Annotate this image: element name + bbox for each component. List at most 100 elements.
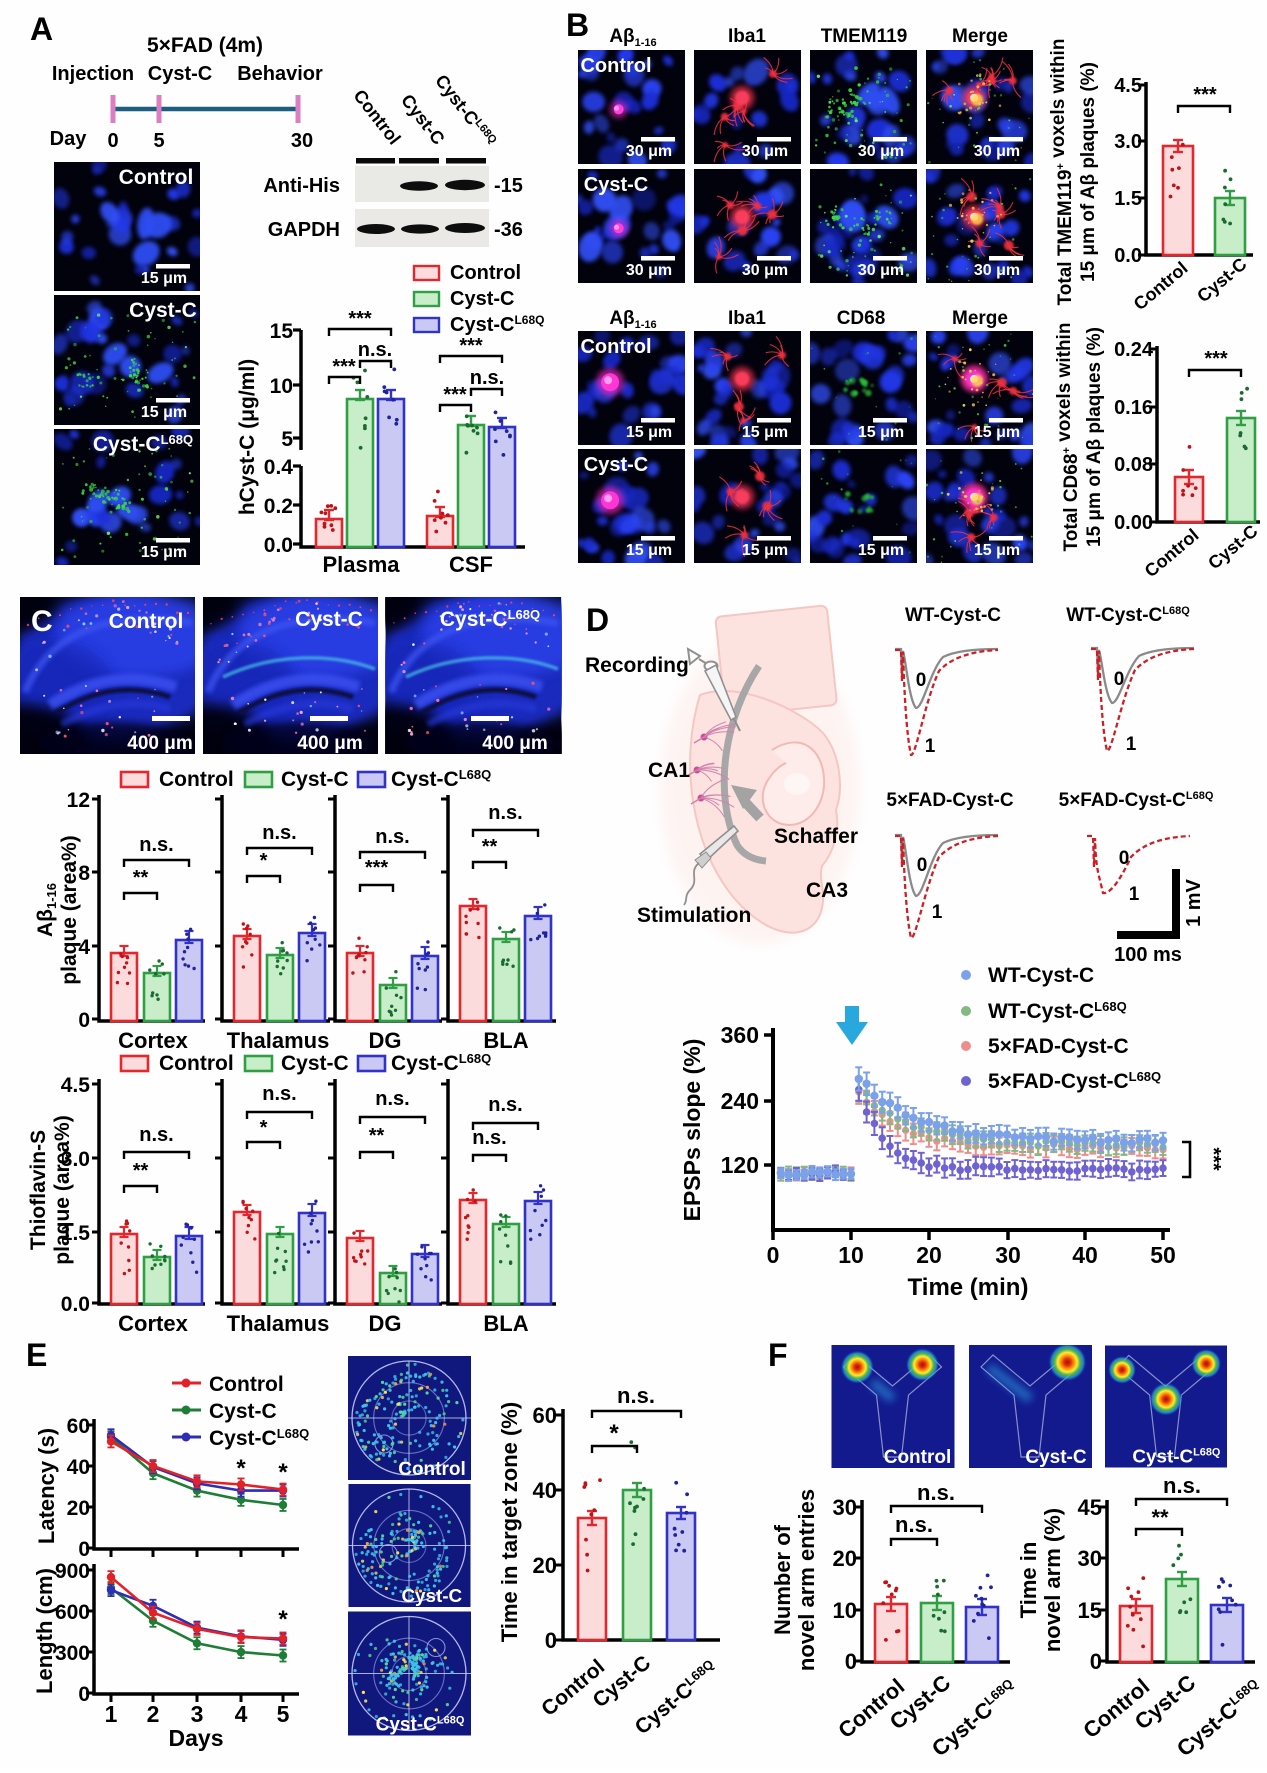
svg-text:5×FAD-Cyst-CL68Q: 5×FAD-Cyst-CL68Q — [1059, 790, 1214, 811]
svg-text:15 μm: 15 μm — [858, 424, 904, 441]
svg-text:Injection: Injection — [52, 63, 134, 85]
svg-text:n.s.: n.s. — [139, 834, 173, 856]
svg-text:WT-Cyst-CL68Q: WT-Cyst-CL68Q — [1066, 605, 1190, 626]
svg-text:0: 0 — [1090, 1649, 1102, 1674]
svg-text:0: 0 — [1114, 669, 1125, 690]
svg-text:15 μm: 15 μm — [742, 542, 788, 559]
svg-text:n.s.: n.s. — [917, 1480, 955, 1505]
svg-text:900: 900 — [55, 1560, 90, 1583]
svg-text:Plasma: Plasma — [322, 552, 400, 577]
svg-text:n.s.: n.s. — [262, 822, 296, 844]
svg-text:Cyst-CL68Q: Cyst-CL68Q — [391, 767, 491, 791]
svg-text:Anti-His: Anti-His — [263, 175, 340, 197]
svg-text:***: *** — [459, 335, 483, 357]
svg-text:***: *** — [365, 857, 389, 879]
svg-text:Iba1: Iba1 — [728, 308, 766, 329]
svg-text:15 μm: 15 μm — [858, 542, 904, 559]
svg-text:Cyst-C: Cyst-C — [148, 63, 212, 85]
svg-text:Cyst-C: Cyst-C — [1025, 1447, 1087, 1468]
svg-text:Thioflavin-S: Thioflavin-S — [27, 1130, 50, 1250]
svg-text:Cyst-C: Cyst-C — [129, 299, 197, 322]
svg-text:BLA: BLA — [483, 1028, 528, 1053]
svg-text:*: * — [278, 1459, 288, 1486]
svg-text:360: 360 — [721, 1022, 759, 1048]
svg-text:30 μm: 30 μm — [858, 262, 904, 279]
svg-text:12: 12 — [67, 789, 90, 812]
svg-text:0.00: 0.00 — [1114, 512, 1153, 534]
svg-text:15: 15 — [270, 320, 294, 343]
svg-text:8: 8 — [78, 862, 90, 885]
svg-text:5×FAD-Cyst-C: 5×FAD-Cyst-C — [886, 790, 1013, 811]
svg-text:n.s.: n.s. — [1163, 1473, 1201, 1498]
svg-text:0: 0 — [78, 1538, 90, 1561]
svg-text:Cyst-C: Cyst-C — [584, 174, 648, 196]
svg-text:Merge: Merge — [952, 308, 1008, 329]
svg-text:60: 60 — [533, 1403, 557, 1428]
svg-text:Time in: Time in — [1016, 1542, 1041, 1619]
svg-text:***: *** — [348, 308, 372, 330]
svg-text:0: 0 — [107, 130, 118, 152]
svg-text:0.2: 0.2 — [264, 495, 293, 518]
svg-text:60: 60 — [67, 1415, 90, 1438]
svg-text:30 μm: 30 μm — [742, 143, 788, 160]
svg-text:Merge: Merge — [952, 26, 1008, 47]
svg-text:15: 15 — [1078, 1598, 1102, 1623]
svg-text:**: ** — [133, 1160, 149, 1182]
svg-text:0.0: 0.0 — [61, 1293, 90, 1316]
svg-text:4.5: 4.5 — [61, 1074, 91, 1097]
svg-text:Cyst-C: Cyst-C — [281, 1052, 349, 1075]
svg-text:Cortex: Cortex — [118, 1028, 188, 1053]
svg-text:1 mV: 1 mV — [1183, 878, 1205, 926]
svg-text:30 μm: 30 μm — [858, 143, 904, 160]
svg-text:3.0: 3.0 — [61, 1148, 90, 1171]
svg-text:0: 0 — [78, 1683, 90, 1706]
svg-text:0: 0 — [916, 670, 927, 691]
svg-text:0: 0 — [767, 1242, 780, 1268]
svg-text:4: 4 — [235, 1701, 248, 1727]
svg-text:20: 20 — [916, 1242, 942, 1268]
svg-text:**: ** — [369, 1125, 385, 1147]
svg-text:***: *** — [1204, 348, 1228, 370]
svg-text:30 μm: 30 μm — [974, 262, 1020, 279]
svg-text:50: 50 — [1150, 1242, 1176, 1268]
svg-text:0.16: 0.16 — [1114, 397, 1153, 419]
svg-text:novel arm entries: novel arm entries — [794, 1489, 819, 1671]
svg-text:n.s.: n.s. — [262, 1083, 296, 1105]
svg-text:***: *** — [1202, 1147, 1224, 1171]
svg-text:Thalamus: Thalamus — [227, 1311, 330, 1336]
svg-text:A: A — [30, 11, 53, 47]
svg-text:plaque (area%): plaque (area%) — [51, 1115, 74, 1264]
svg-text:**: ** — [1151, 1505, 1169, 1530]
svg-text:Control: Control — [159, 1052, 234, 1075]
svg-text:240: 240 — [721, 1088, 759, 1114]
svg-text:Recording: Recording — [585, 654, 689, 677]
svg-text:n.s.: n.s. — [139, 1124, 173, 1146]
svg-text:-15: -15 — [494, 175, 523, 197]
svg-text:600: 600 — [55, 1601, 90, 1624]
svg-text:*: * — [609, 1420, 619, 1447]
svg-text:Cortex: Cortex — [118, 1311, 188, 1336]
svg-text:novel arm (%): novel arm (%) — [1040, 1508, 1065, 1652]
svg-text:n.s.: n.s. — [375, 826, 409, 848]
svg-text:45: 45 — [1078, 1495, 1102, 1520]
svg-text:1: 1 — [105, 1701, 118, 1727]
svg-text:15 μm: 15 μm — [626, 542, 672, 559]
svg-text:10: 10 — [270, 375, 293, 398]
svg-text:Control: Control — [109, 610, 184, 633]
svg-text:15 μm: 15 μm — [974, 424, 1020, 441]
svg-text:Latency (s): Latency (s) — [34, 1428, 59, 1544]
svg-text:5: 5 — [153, 130, 164, 152]
svg-text:400 μm: 400 μm — [297, 733, 363, 754]
svg-text:40: 40 — [1072, 1242, 1098, 1268]
svg-text:*: * — [260, 850, 268, 872]
svg-text:CD68: CD68 — [837, 308, 886, 329]
svg-text:15 μm: 15 μm — [742, 424, 788, 441]
svg-text:DG: DG — [369, 1028, 402, 1053]
svg-text:15 μm: 15 μm — [141, 404, 187, 421]
svg-text:B: B — [566, 7, 589, 43]
svg-text:Control: Control — [159, 768, 234, 791]
svg-text:*: * — [236, 1455, 246, 1482]
svg-text:3: 3 — [191, 1701, 204, 1727]
svg-text:Cyst-C: Cyst-C — [450, 288, 514, 310]
svg-text:100 ms: 100 ms — [1114, 944, 1182, 966]
